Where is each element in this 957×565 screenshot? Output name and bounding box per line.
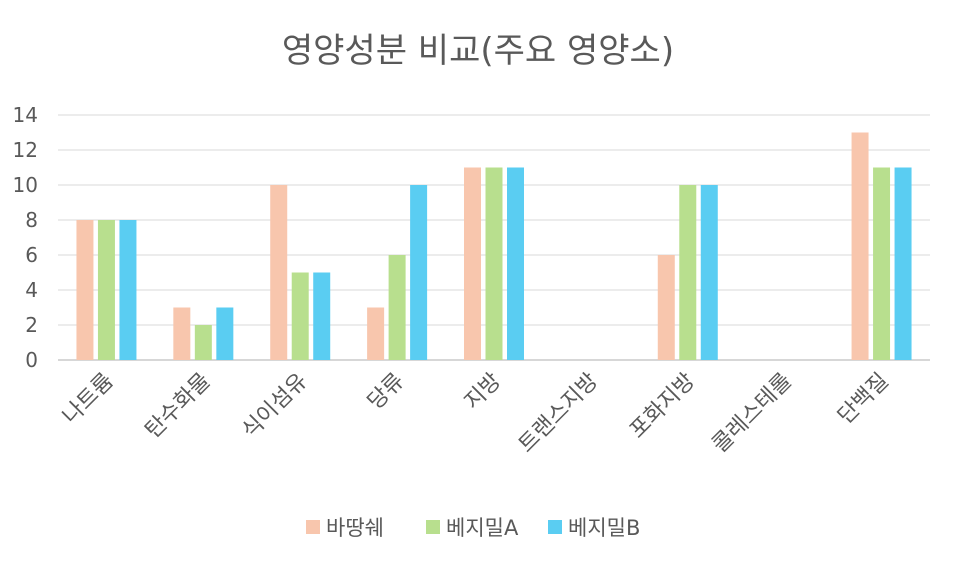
- bar: [485, 167, 503, 360]
- bar: [367, 307, 385, 360]
- x-tick-label: 당류: [363, 369, 409, 415]
- bar: [873, 167, 891, 360]
- x-tick-label: 단백질: [833, 369, 894, 430]
- bar: [388, 255, 406, 360]
- bar: [194, 325, 212, 360]
- legend-swatch: [306, 520, 320, 534]
- bar: [291, 272, 309, 360]
- bars: [76, 132, 912, 360]
- bar: [657, 255, 675, 360]
- x-tick-label: 지방: [460, 369, 506, 415]
- y-axis-ticks: 0 2 4 6 8 10 12 14: [13, 103, 38, 372]
- bar: [700, 185, 718, 360]
- legend-label: 베지밀A: [446, 516, 519, 540]
- y-tick-label: 2: [25, 313, 38, 337]
- bar: [173, 307, 191, 360]
- bar: [119, 220, 137, 360]
- y-tick-label: 4: [25, 278, 38, 302]
- bar: [894, 167, 912, 360]
- legend-swatch: [426, 520, 440, 534]
- bar: [76, 220, 94, 360]
- y-tick-label: 6: [25, 243, 38, 267]
- bar: [851, 132, 869, 360]
- y-tick-label: 8: [25, 208, 38, 232]
- x-tick-label: 트랜스지방: [514, 369, 603, 458]
- legend-swatch: [548, 520, 562, 534]
- y-tick-label: 10: [13, 173, 38, 197]
- bar: [313, 272, 331, 360]
- bar: [464, 167, 481, 360]
- bar: [97, 220, 115, 360]
- x-axis-ticks: 나트륨 탄수화물 식이섬유 당류 지방 트랜스지방 포화지방 콜레스테롤 단백질: [58, 369, 894, 458]
- chart-title: 영양성분 비교(주요 영양소): [282, 31, 674, 71]
- bar: [270, 185, 288, 360]
- legend: 바땅쉐 베지밀A 베지밀B: [306, 516, 640, 540]
- legend-label: 베지밀B: [568, 516, 640, 540]
- bar: [410, 185, 428, 360]
- x-tick-label: 포화지방: [625, 369, 700, 444]
- y-tick-label: 12: [13, 138, 38, 162]
- bar: [507, 167, 524, 360]
- legend-label: 바땅쉐: [326, 516, 384, 540]
- x-tick-label: 나트륨: [58, 369, 119, 430]
- y-tick-label: 14: [13, 103, 38, 127]
- x-tick-label: 식이섬유: [238, 369, 313, 444]
- y-tick-label: 0: [25, 348, 38, 372]
- x-tick-label: 탄수화물: [141, 369, 216, 444]
- bar: [216, 307, 234, 360]
- x-tick-label: 콜레스테롤: [708, 369, 797, 458]
- bar: [679, 185, 697, 360]
